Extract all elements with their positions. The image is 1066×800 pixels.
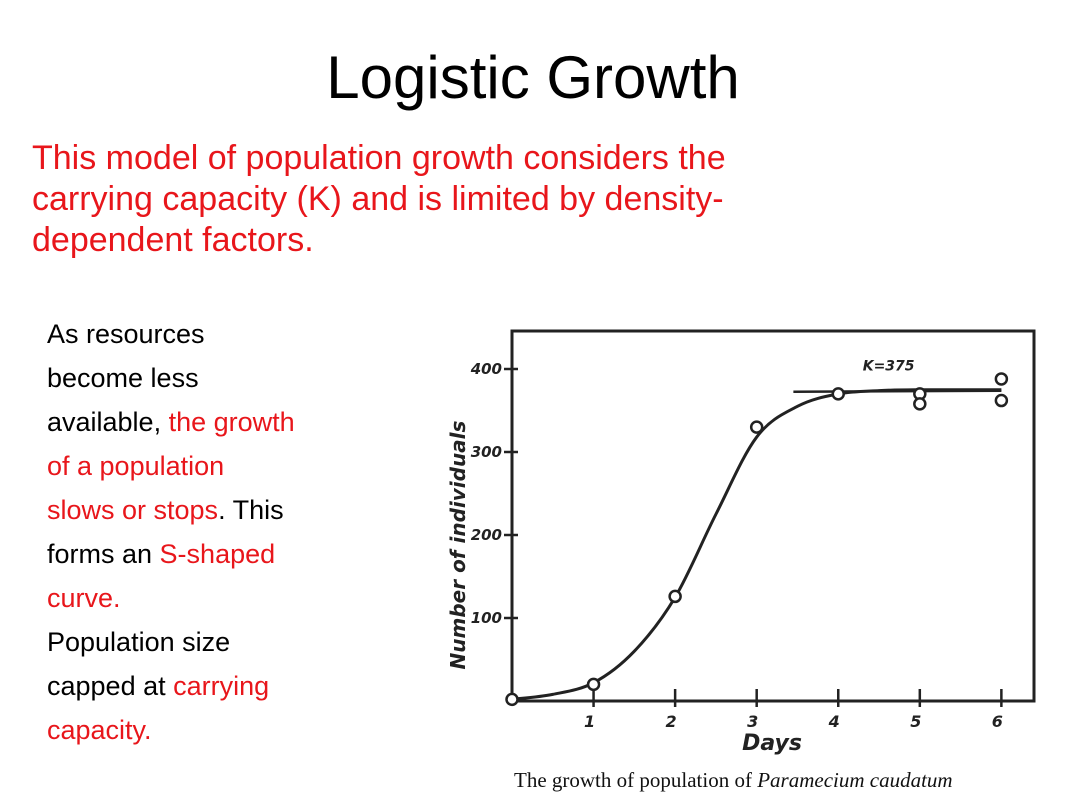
side-text-line: Population size [47,620,387,664]
growth-curve [511,388,1002,701]
highlight-text: carrying [173,671,270,701]
y-tick-label: 200 [471,526,502,544]
logistic-growth-chart: 100 200 300 400 1 2 3 4 5 6 K=375 Number of indi… [446,329,1036,792]
intro-line: carrying capacity (K) and is limited by … [32,180,724,218]
data-point [913,397,927,411]
x-tick-label: 3 [747,712,758,731]
data-point [749,420,764,434]
body-text: become less [47,363,199,393]
carrying-capacity-label: K=375 [863,359,915,375]
x-tick-label: 2 [666,712,677,731]
side-text-line: capped at carrying [47,664,387,708]
data-point [994,393,1009,408]
side-text-line: forms an S-shaped [47,532,387,576]
caption-species: Paramecium caudatum [756,768,952,792]
side-text-line: As resources [47,312,387,356]
body-text: capped at [47,671,174,701]
side-text-line: curve. [47,576,387,620]
body-text: forms an [47,539,160,569]
data-point [668,589,682,604]
body-text: . This [218,495,284,525]
x-tick-label: 5 [910,712,921,731]
plot-frame [510,329,1036,703]
side-explanation: As resources become less available, the gr… [47,312,387,752]
y-tick-label: 100 [471,609,502,627]
intro-line: This model of population growth consider… [32,139,726,177]
side-text-line: become less [47,356,387,400]
highlight-text: slows or stops [47,495,219,525]
highlight-text: of a population [47,451,225,481]
x-axis-label: Days [742,731,802,756]
intro-text: This model of population growth consider… [32,138,1032,261]
highlight-text: curve. [47,583,121,613]
y-tick-label: 400 [470,360,502,378]
chart-caption: The growth of population of Paramecium c… [514,768,953,792]
x-tick-label: 1 [584,712,595,731]
x-tick-label: 6 [992,712,1003,731]
intro-line: dependent factors. [32,221,314,259]
highlight-text: capacity. [47,715,152,745]
data-point [505,692,519,707]
side-text-line: of a population [47,444,387,488]
x-tick-label: 4 [828,712,840,731]
body-text: As resources [47,319,205,349]
data-point [586,677,601,692]
highlight-text: S-shaped [159,539,276,569]
y-tick-label: 300 [471,443,502,461]
body-text: Population size [47,627,231,657]
y-axis-label: Number of individuals [446,420,470,669]
side-text-line: available, the growth [47,400,387,444]
data-point [994,372,1009,386]
side-text-line: slows or stops. This [47,488,387,532]
slide-title: Logistic Growth [326,44,740,111]
caption-prefix: The growth of population of [514,768,757,792]
side-text-line: capacity. [47,708,387,752]
data-point [831,387,845,401]
highlight-text: the growth [168,407,295,437]
body-text: available, [47,407,169,437]
